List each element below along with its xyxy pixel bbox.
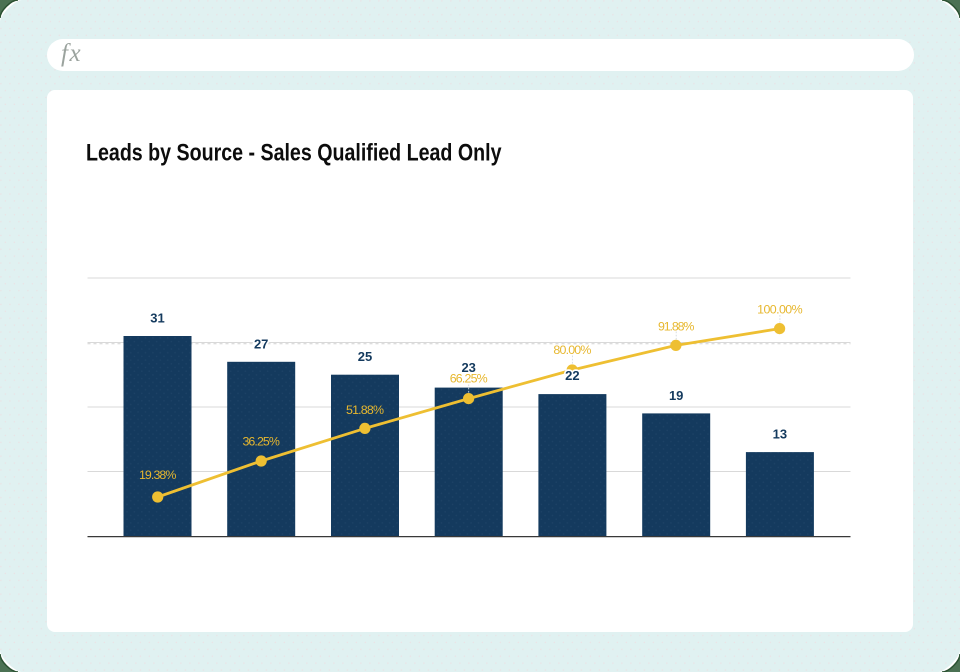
svg-text:27: 27 [254,336,268,351]
svg-text:13: 13 [773,427,787,442]
svg-text:19: 19 [669,388,683,403]
svg-text:25: 25 [358,349,372,364]
svg-text:Leads by Source - Sales Qualif: Leads by Source - Sales Qualified Lead O… [86,140,502,167]
svg-text:19.38%: 19.38% [139,468,177,482]
svg-text:80.00%: 80.00% [553,343,591,357]
svg-text:91.88%: 91.88% [658,319,695,333]
svg-text:23: 23 [461,360,475,375]
svg-text:51.88%: 51.88% [346,403,384,417]
svg-text:36.25%: 36.25% [242,435,280,449]
svg-text:22: 22 [565,368,579,383]
svg-text:100.00%: 100.00% [757,303,803,317]
svg-text:31: 31 [150,311,164,326]
svg-text:66.25%: 66.25% [450,371,488,385]
